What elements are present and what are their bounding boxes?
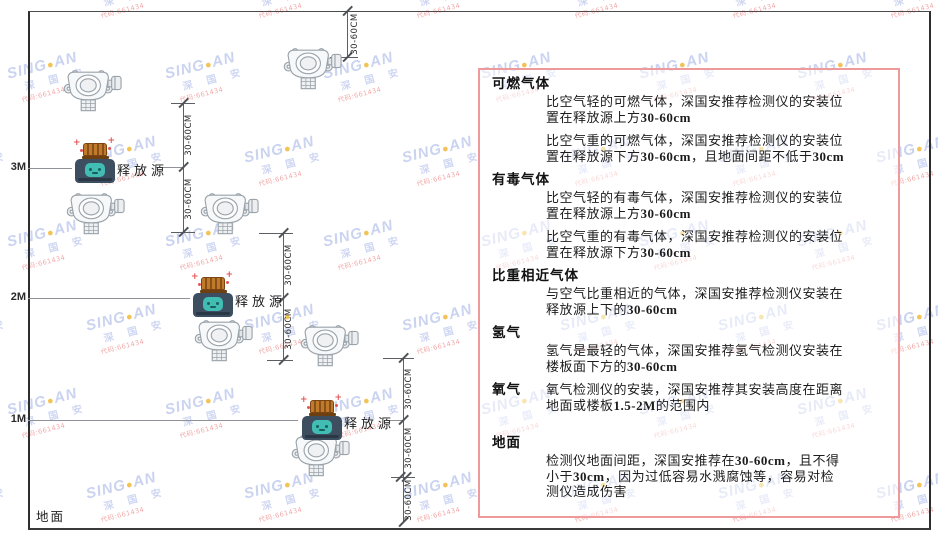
section-similar-density-gas: 比重相近气体 与空气比重相近的气体，深国安推荐检测仪安装在释放源上下的30-60… [492, 268, 886, 317]
connector-2m [272, 298, 283, 299]
dim-label-30-60cm: 30-60CM [404, 427, 414, 469]
axis-label-1m: 1M [10, 413, 26, 425]
gas-detector-icon [281, 46, 343, 91]
section-heading: 比重相近气体 [492, 268, 579, 283]
gas-detector-icon [61, 68, 123, 113]
section-combustible-gas: 可燃气体 比空气轻的可燃气体，深国安推荐检测仪的安装位置在释放源上方30-60c… [492, 76, 886, 164]
dim-label-30-60cm: 30-60CM [404, 479, 414, 521]
release-source-icon: + + [190, 270, 236, 321]
section-oxygen: 氧气 氧气检测仪的安装，深国安推荐其安装高度在距离地面或楼板1.5-2M的范围内 [492, 382, 886, 421]
dim-tick [383, 358, 414, 359]
section-toxic-gas: 有毒气体 比空气轻的有毒气体，深国安推荐检测仪的安装位置在释放源上方30-60c… [492, 172, 886, 260]
ground-label: 地面 [36, 510, 66, 524]
axis-label-3m: 3M [10, 161, 26, 173]
section-paragraph: 检测仪地面间距，深国安推荐在30-60cm，且不得小于30cm，因为过低容易水溅… [546, 453, 840, 499]
section-paragraph: 氧气检测仪的安装，深国安推荐其安装高度在距离地面或楼板1.5-2M的范围内 [546, 382, 844, 413]
gas-detector-icon [64, 191, 126, 236]
release-source-label: 释放源 [344, 416, 396, 431]
level-line-3m [28, 168, 72, 169]
section-hydrogen: 氢气 氢气是最轻的气体，深国安推荐氢气检测仪安装在楼板面下方的30-60cm [492, 325, 886, 374]
dim-label-30-60cm: 30-60CM [284, 244, 294, 286]
section-paragraph: 比空气轻的可燃气体，深国安推荐检测仪的安装位置在释放源上方30-60cm [546, 94, 844, 125]
section-paragraph: 与空气比重相近的气体，深国安推荐检测仪安装在释放源上下的30-60cm [546, 286, 844, 317]
release-source-label: 释放源 [117, 163, 169, 178]
dim-line-ceiling [347, 11, 348, 57]
dim-label-30-60cm: 30-60CM [284, 308, 294, 350]
dim-label-30-60cm: 30-60CM [184, 178, 194, 220]
gas-detector-icon [192, 318, 254, 363]
dim-line-1m [403, 358, 404, 522]
section-heading: 氧气 [492, 382, 521, 397]
guidelines-panel: 可燃气体 比空气轻的可燃气体，深国安推荐检测仪的安装位置在释放源上方30-60c… [478, 68, 900, 518]
gas-detector-icon [298, 323, 360, 368]
dim-label-30-60cm: 30-60CM [350, 13, 360, 55]
section-heading: 可燃气体 [492, 76, 550, 91]
level-line-2m [28, 298, 190, 299]
connector-1m [386, 420, 403, 421]
release-source-icon: + + [299, 393, 345, 444]
gas-detector-icon [198, 191, 260, 236]
section-heading: 有毒气体 [492, 172, 550, 187]
section-ground: 地面 检测仪地面间距，深国安推荐在30-60cm，且不得小于30cm，因为过低容… [492, 435, 886, 500]
connector-3m [156, 167, 183, 168]
section-paragraph: 比空气重的有毒气体，深国安推荐检测仪的安装位置在释放源下方30-60cm [546, 229, 844, 260]
release-source-icon: + + [72, 136, 118, 187]
axis-label-2m: 2M [10, 291, 26, 303]
dim-label-30-60cm: 30-60CM [404, 368, 414, 410]
drawing-frame [28, 11, 931, 530]
section-heading: 氢气 [492, 325, 521, 340]
dim-label-30-60cm: 30-60CM [184, 114, 194, 156]
release-source-label: 释放源 [235, 294, 287, 309]
section-heading: 地面 [492, 435, 521, 450]
dim-tick [259, 233, 293, 234]
section-paragraph: 比空气重的可燃气体，深国安推荐检测仪的安装位置在释放源下方30-60cm，且地面… [546, 133, 845, 164]
section-paragraph: 比空气轻的有毒气体，深国安推荐检测仪的安装位置在释放源上方30-60cm [546, 190, 844, 221]
section-paragraph: 氢气是最轻的气体，深国安推荐氢气检测仪安装在楼板面下方的30-60cm [546, 343, 844, 374]
level-line-1m [28, 420, 298, 421]
